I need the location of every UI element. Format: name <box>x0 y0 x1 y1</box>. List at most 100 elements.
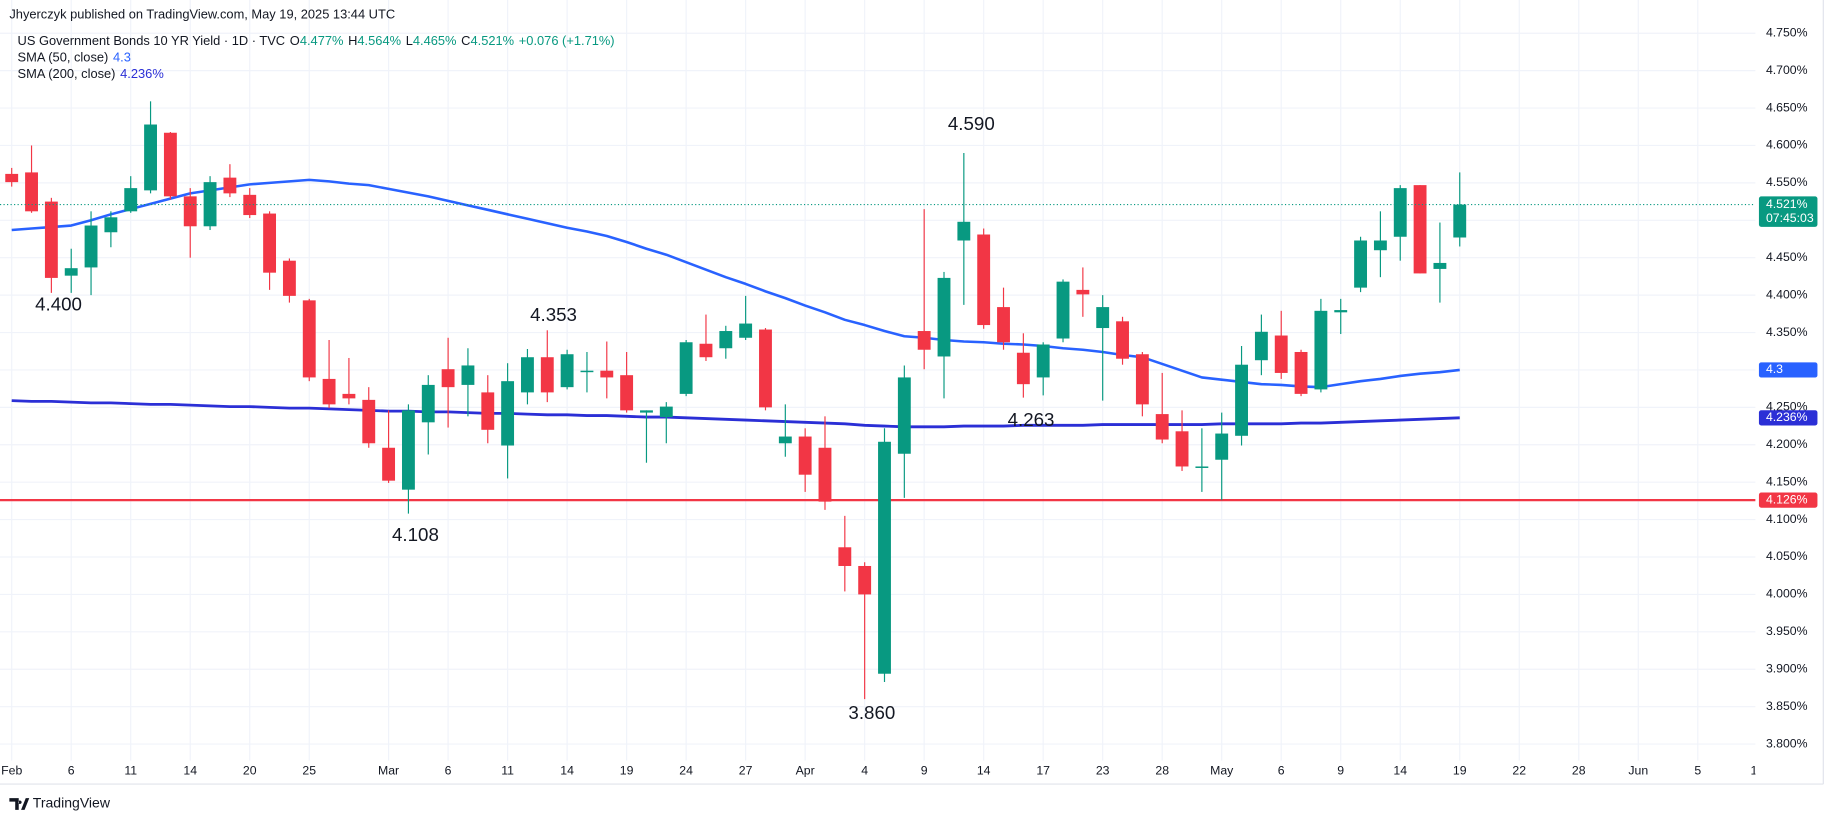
candle-body <box>739 323 753 338</box>
candle-body <box>342 393 356 399</box>
x-tick-label: 19 <box>620 763 634 777</box>
candle-body <box>540 357 554 393</box>
candle-body <box>282 260 296 296</box>
candle-body <box>44 201 58 278</box>
candle-body <box>858 565 872 595</box>
y-tick-label: 4.150% <box>1766 474 1808 488</box>
candle-body <box>1274 335 1288 373</box>
annotation: 4.400 <box>35 293 82 314</box>
candle-body <box>977 234 991 326</box>
candle-body <box>838 547 852 566</box>
published-note: Jhyerczyk published on TradingView.com, … <box>9 7 395 22</box>
candle-body <box>124 188 138 212</box>
candle-body <box>1354 240 1368 288</box>
candle-body <box>421 384 435 423</box>
x-tick-label: 11 <box>124 763 137 777</box>
x-tick-label: 14 <box>183 763 197 777</box>
legend-symbol: US Government Bonds 10 YR Yield · 1D · T… <box>18 34 286 49</box>
candle-body <box>640 410 653 413</box>
price-tag <box>1758 362 1818 378</box>
candle-body <box>818 447 832 502</box>
x-tick-label: 17 <box>1036 763 1050 777</box>
candle-body <box>659 406 673 418</box>
legend-ohlc-value: 4.477% <box>300 34 344 49</box>
y-tick-label: 3.850% <box>1766 699 1808 713</box>
x-tick-label: 9 <box>921 763 928 777</box>
x-tick-label: Mar <box>378 763 399 777</box>
price-tag <box>1758 196 1818 227</box>
price-tag-text: 4.521% <box>1766 197 1808 211</box>
candle-body <box>263 213 277 273</box>
candle-body <box>699 343 713 358</box>
y-tick-label: 3.800% <box>1766 736 1808 750</box>
x-tick-label: 14 <box>560 763 574 777</box>
candle-body <box>302 300 316 378</box>
y-tick-label: 4.000% <box>1766 587 1808 601</box>
y-tick-label: 4.700% <box>1766 63 1808 77</box>
candle-body <box>1116 321 1129 359</box>
legend-indicator-name: SMA (200, close) <box>18 66 116 81</box>
x-tick-label: 24 <box>679 763 693 777</box>
x-tick-label: 22 <box>1512 763 1526 777</box>
legend-indicator-value: 4.3 <box>113 50 131 65</box>
y-tick-label: 4.550% <box>1766 175 1808 189</box>
x-tick-label: 6 <box>445 763 452 777</box>
x-tick-label: 14 <box>1393 763 1407 777</box>
candle-body <box>937 277 951 357</box>
y-tick-label: 4.400% <box>1766 287 1808 301</box>
y-tick-label: 3.900% <box>1766 661 1808 675</box>
legend-ohlc-key: L <box>406 34 413 49</box>
candle-body <box>163 132 177 197</box>
price-tag-text: 4.3 <box>1766 362 1783 376</box>
y-tick-label: 4.650% <box>1766 100 1808 114</box>
x-tick-label: 6 <box>68 763 75 777</box>
candle-body <box>25 172 38 212</box>
candle-body <box>521 357 534 393</box>
candle-body <box>917 331 931 350</box>
legend-indicator: SMA (50, close) 4.3 <box>18 50 131 65</box>
annotation: 4.108 <box>392 524 439 545</box>
legend-ohlc-key: C <box>461 34 470 49</box>
x-tick-label: 28 <box>1155 763 1169 777</box>
candle-body <box>1314 310 1328 390</box>
candle-body <box>1096 307 1110 329</box>
sma-line <box>11 399 1460 429</box>
candle-body <box>798 436 812 475</box>
brand-name: TradingView <box>33 795 111 811</box>
candle-body <box>1175 431 1189 467</box>
x-tick-label: May <box>1210 763 1234 777</box>
candle-body <box>600 370 614 378</box>
candle-body <box>1056 281 1070 339</box>
candle-body <box>1334 310 1348 313</box>
legend-ohlc-value: 4.521% <box>470 34 514 49</box>
candle-body <box>5 173 19 183</box>
candle-body <box>997 307 1010 343</box>
candle-body <box>382 447 396 481</box>
y-tick-label: 4.250% <box>1766 400 1808 414</box>
legend-ohlc-value: 4.564% <box>357 34 401 49</box>
legend-ohlc-value: 4.465% <box>413 34 457 49</box>
candle-body <box>878 441 891 674</box>
candle-body <box>1453 204 1467 238</box>
x-tick-label: Jun <box>1628 763 1648 777</box>
candle-body <box>362 399 376 444</box>
price-tag <box>1758 492 1818 508</box>
annotation: 3.860 <box>848 702 895 723</box>
legend-ohlc-key: H <box>348 34 357 49</box>
candle-body <box>223 177 237 194</box>
x-tick-label: 25 <box>302 763 316 777</box>
x-tick-label: 14 <box>977 763 991 777</box>
x-tick-label: Apr <box>796 763 815 777</box>
candle-body <box>1155 414 1169 440</box>
candle-body <box>1076 289 1090 295</box>
candle-body <box>1215 433 1229 460</box>
x-tick-label: 4 <box>861 763 868 777</box>
y-tick-label: 4.750% <box>1766 25 1808 39</box>
y-tick-label: 4.200% <box>1766 437 1808 451</box>
legend-indicator-value: 4.236% <box>120 66 164 81</box>
candle-body <box>897 377 911 454</box>
x-tick-label: 19 <box>1453 763 1467 777</box>
candle-body <box>719 331 733 349</box>
x-tick-label: 27 <box>739 763 753 777</box>
